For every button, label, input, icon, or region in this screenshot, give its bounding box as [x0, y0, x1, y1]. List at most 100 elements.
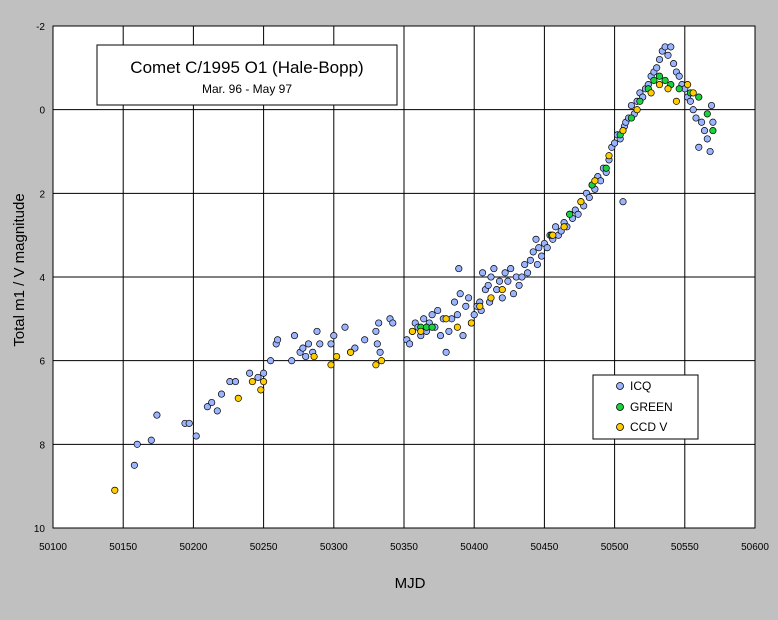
data-point: [434, 306, 442, 315]
data-point: [341, 323, 349, 331]
data-point: [515, 281, 523, 289]
data-point: [479, 269, 487, 277]
data-point: [602, 164, 610, 172]
data-point: [234, 394, 242, 402]
x-tick-labels: 50100 50150 50200 50250 50300 50350 50400 50450…: [39, 542, 769, 553]
legend-marker-ccd-v: [616, 423, 624, 431]
data-point: [450, 298, 459, 306]
x-tick-label: 50200: [179, 542, 207, 553]
data-point: [330, 332, 338, 340]
data-point: [445, 327, 453, 335]
data-point: [442, 315, 450, 323]
data-point: [333, 352, 341, 361]
data-point: [476, 302, 484, 310]
y-tick-label: 10: [34, 524, 46, 535]
x-tick-label: 50150: [109, 542, 137, 553]
data-point: [560, 223, 568, 231]
data-point: [417, 327, 425, 335]
data-point: [310, 352, 318, 361]
legend: ICQ GREEN CCD V: [592, 374, 699, 440]
data-point: [709, 127, 717, 135]
legend-marker-icq: [616, 382, 624, 390]
data-point: [257, 386, 265, 394]
data-point: [509, 290, 518, 298]
data-point: [453, 311, 461, 319]
data-point: [351, 344, 359, 352]
legend-label-icq: ICQ: [630, 379, 651, 393]
data-point: [507, 265, 515, 273]
data-point: [373, 340, 381, 348]
data-point: [260, 378, 268, 386]
data-point: [619, 198, 627, 206]
y-tick-label: 0: [39, 106, 45, 117]
data-point: [698, 118, 706, 126]
data-point: [501, 269, 509, 277]
data-point: [707, 101, 716, 110]
data-point: [633, 106, 641, 114]
data-points: [111, 43, 717, 494]
data-point: [453, 323, 461, 331]
x-tick-label: 50550: [671, 542, 699, 553]
data-point: [327, 361, 335, 369]
data-point: [484, 281, 492, 289]
legend-label-ccd-v: CCD V: [630, 420, 667, 434]
data-point: [636, 97, 644, 105]
y-tick-label: 6: [39, 357, 45, 368]
data-point: [524, 269, 532, 277]
title-box: [96, 44, 398, 106]
data-point: [585, 193, 593, 202]
data-point: [487, 294, 495, 302]
data-point: [465, 294, 473, 302]
data-point: [133, 440, 141, 448]
data-point: [377, 357, 386, 365]
data-point: [153, 411, 161, 419]
data-point: [675, 72, 683, 80]
data-point: [611, 139, 619, 147]
data-point: [111, 486, 119, 494]
data-point: [549, 231, 557, 239]
data-point: [627, 101, 635, 110]
data-point: [667, 43, 675, 51]
data-point: [655, 72, 664, 80]
data-point: [455, 265, 463, 273]
data-point: [552, 223, 560, 231]
data-point: [700, 127, 709, 135]
data-point: [686, 97, 694, 105]
data-point: [185, 419, 193, 427]
data-point: [689, 89, 697, 97]
data-point: [498, 294, 506, 302]
data-point: [650, 76, 658, 84]
data-point: [495, 277, 504, 285]
y-tick-labels: -2 0 2 4 6 8 10: [34, 22, 46, 535]
data-point: [304, 340, 313, 348]
data-point: [428, 323, 436, 331]
data-point: [231, 378, 240, 386]
data-point: [647, 89, 655, 97]
x-tick-label: 50400: [460, 542, 488, 553]
data-point: [372, 327, 380, 335]
data-point: [692, 114, 700, 122]
data-point: [695, 143, 703, 151]
data-point: [655, 81, 664, 89]
y-tick-label: 8: [39, 440, 45, 451]
data-point: [313, 327, 321, 335]
data-point: [653, 64, 661, 72]
x-tick-label: 50450: [530, 542, 558, 553]
data-point: [605, 152, 613, 160]
data-point: [436, 332, 445, 340]
data-point: [504, 277, 512, 285]
data-point: [670, 60, 678, 68]
data-point: [147, 436, 155, 444]
data-point: [661, 76, 669, 84]
x-tick-label: 50100: [39, 542, 67, 553]
data-point: [267, 357, 275, 365]
data-point: [664, 85, 672, 93]
data-point: [627, 114, 635, 122]
data-point: [591, 177, 599, 185]
data-point: [672, 97, 680, 105]
plot-frame: [52, 25, 756, 529]
legend-marker-green: [616, 403, 624, 411]
data-point: [442, 348, 450, 356]
data-point: [619, 127, 627, 135]
data-point: [470, 311, 478, 319]
